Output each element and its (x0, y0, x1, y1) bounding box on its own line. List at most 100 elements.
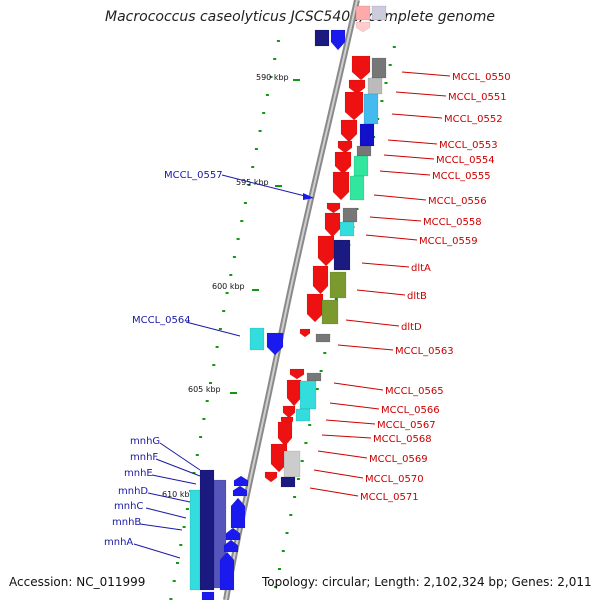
tick-dot (192, 472, 196, 474)
gene-layer (189, 5, 387, 600)
gene-arrow-plus (286, 379, 302, 407)
gene-box (371, 57, 387, 79)
tick-dot (300, 460, 304, 462)
tick-dot (254, 148, 258, 150)
major-tick (230, 392, 237, 394)
tick-dot (388, 64, 392, 66)
leader-line (321, 434, 372, 439)
gene-box (280, 476, 296, 488)
gene-arrow-plus (312, 265, 329, 295)
gene-label: MCCL_0553 (439, 140, 498, 151)
gene-label: dltA (411, 263, 431, 274)
gene-box (349, 175, 365, 201)
gene-box (249, 327, 265, 351)
accession-text: Accession: NC_011999 (9, 575, 146, 589)
gene-arrow-minus (303, 193, 314, 200)
gene-arrow-plus (270, 443, 288, 473)
tick-dot (195, 454, 199, 456)
tick-dot (176, 562, 179, 564)
gene-label: MCCL_0567 (377, 420, 436, 431)
tick-dot (323, 352, 327, 354)
tick-dot (334, 298, 338, 300)
gene-label: dltB (407, 291, 427, 302)
leader-line (356, 289, 406, 296)
major-tick (275, 185, 282, 187)
gene-box (367, 77, 383, 95)
gene-box (333, 239, 351, 271)
tick-label: 610 kbp (162, 490, 195, 499)
tick-dot (247, 184, 251, 186)
gene-label: MCCL_0555 (432, 171, 491, 182)
leader-line (313, 469, 364, 479)
gene-box (359, 123, 375, 147)
gene-label: mnhB (112, 517, 141, 528)
gene-arrow-plus (264, 471, 278, 483)
gene-label: MCCL_0556 (428, 196, 487, 207)
gene-arrow-plus (324, 212, 341, 238)
tick-dot (315, 388, 319, 390)
tick-dot (236, 238, 240, 240)
gene-label: mnhA (104, 537, 133, 548)
leader-line (221, 174, 306, 197)
gene-arrow-plus (348, 79, 366, 95)
gene-label: MCCL_0563 (395, 346, 454, 357)
tick-dot (169, 598, 173, 600)
leader-line (379, 170, 431, 176)
tick-dot (185, 508, 189, 510)
gene-label: MCCL_0551 (448, 92, 507, 103)
label-layer: MCCL_0550 MCCL_0551 MCCL_0552 MCCL_0553 MCCL… (104, 71, 511, 559)
gene-label: MCCL_0565 (385, 386, 444, 397)
gene-label: mnhD (118, 486, 148, 497)
tick-dot (262, 112, 266, 114)
gene-box (306, 372, 322, 382)
tick-dot (293, 496, 297, 498)
gene-arrow-minus (223, 539, 239, 553)
tick-dot (182, 526, 186, 528)
tick-dot (276, 40, 280, 42)
tick-dot (222, 310, 226, 312)
tick-dot (274, 586, 278, 588)
gene-arrow-plus (306, 293, 324, 323)
gene-box (299, 380, 317, 410)
gene-arrow-plus (337, 140, 353, 154)
gene-label: mnhE (124, 468, 153, 479)
map-title: Macrococcus caseolyticus JCSC5402, compl… (105, 9, 495, 25)
gene-box (314, 29, 330, 47)
gene-label: MCCL_0570 (365, 474, 424, 485)
tick-dot (319, 370, 323, 372)
gene-box (342, 207, 358, 223)
gene-box (355, 5, 371, 21)
tick-dot (392, 46, 396, 48)
gene-box (199, 469, 215, 591)
gene-box (315, 333, 331, 343)
tick-dot (273, 58, 277, 60)
gene-arrow-plus (317, 235, 335, 267)
tick-dot (258, 130, 262, 132)
gene-label: MCCL_0566 (381, 405, 440, 416)
tick-dot (202, 418, 206, 420)
gene-label: mnhC (114, 501, 143, 512)
tick-label: 600 kbp (212, 282, 245, 291)
gene-arrow-plus (277, 421, 293, 447)
gene-arrow-plus (334, 151, 352, 175)
gene-box (353, 155, 369, 177)
gene-label: MCCL_0569 (369, 454, 428, 465)
gene-arrow-plus (289, 368, 305, 380)
leader-line (361, 262, 410, 268)
gene-arrow-minus (232, 485, 248, 497)
gene-arrow-plus (344, 91, 364, 121)
tick-dot (212, 364, 216, 366)
tick-dot (304, 442, 308, 444)
major-tick (252, 289, 259, 291)
leader-line (145, 507, 187, 519)
tick-dot (218, 328, 222, 330)
leader-line (391, 113, 443, 119)
gene-label: MCCL_0557 (164, 170, 223, 181)
tick-label: 590 kbp (256, 73, 289, 82)
gene-label: mnhG (130, 436, 160, 447)
tick-dot (278, 568, 281, 570)
gene-box (339, 221, 355, 237)
gene-arrow (355, 21, 371, 33)
